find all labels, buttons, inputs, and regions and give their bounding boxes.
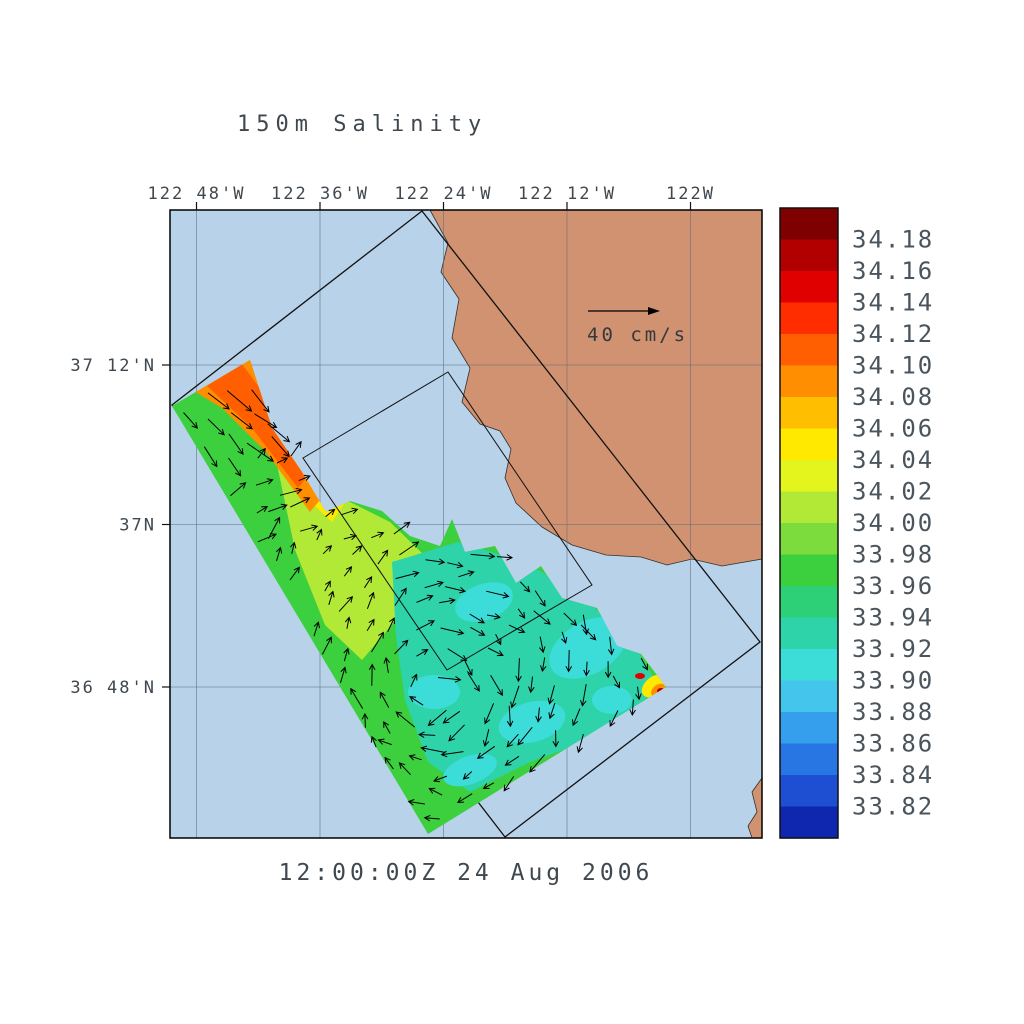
colorbar-tick-label: 34.16	[852, 257, 934, 285]
salinity-field-patches	[192, 360, 666, 792]
y-axis-label: 37 12'N	[70, 356, 156, 376]
colorbar-segment	[780, 239, 838, 272]
outer-model-domain-outline	[171, 210, 761, 838]
nested-model-domain-outline	[302, 371, 593, 671]
colorbar-tick-label: 33.84	[852, 761, 934, 789]
y-axis-label: 37N	[119, 516, 156, 536]
colorbar-segment	[780, 680, 838, 713]
plot-title: 150m Salinity	[237, 112, 487, 137]
colorbar-tick-label: 33.90	[852, 667, 934, 695]
colorbar-segment	[780, 806, 838, 839]
x-axis-label: 122 12'W	[518, 184, 616, 204]
colorbar-segment	[780, 271, 838, 304]
axis-ticks	[162, 202, 692, 688]
colorbar-tick-label: 33.98	[852, 541, 934, 569]
colorbar-segment	[780, 334, 838, 367]
colorbar-frame	[779, 207, 839, 839]
colorbar-segment	[780, 523, 838, 556]
colorbar-segment	[780, 428, 838, 461]
colorbar: 34.18 34.16 34.14 34.12 34.10 34.08 34.06 34.04…	[779, 207, 934, 839]
colorbar-segment	[780, 743, 838, 776]
colorbar-segment	[780, 460, 838, 493]
colorbar-tick-label: 33.82	[852, 793, 934, 821]
scale-arrow-head	[648, 307, 660, 315]
colorbar-segment	[780, 302, 838, 335]
salinity-field	[172, 360, 666, 834]
valid-time-label: 12:00:00Z 24 Aug 2006	[279, 860, 654, 886]
colorbar-tick-label: 34.02	[852, 478, 934, 506]
colorbar-tick-label: 34.06	[852, 415, 934, 443]
x-axis-label: 122 24'W	[395, 184, 493, 204]
colorbar-segment	[780, 554, 838, 587]
x-axis-label: 122 36'W	[271, 184, 369, 204]
colorbar-tick-label: 33.96	[852, 572, 934, 600]
colorbar-tick-label: 34.00	[852, 509, 934, 537]
axis-labels: 122 48'W 122 36'W 122 24'W 122 12'W 122W 37 1…	[70, 184, 715, 698]
colorbar-tick-label: 34.10	[852, 352, 934, 380]
colorbar-segment	[780, 649, 838, 682]
colorbar-tick-label: 33.86	[852, 730, 934, 758]
colorbar-tick-label: 33.92	[852, 635, 934, 663]
colorbar-tick-label: 34.04	[852, 446, 934, 474]
x-axis-label: 122 48'W	[148, 184, 246, 204]
scale-arrow-label: 40 cm/s	[587, 324, 688, 346]
colorbar-segment	[780, 617, 838, 650]
colorbar-tick-label: 34.14	[852, 289, 934, 317]
y-axis-label: 36 48'N	[70, 678, 156, 698]
colorbar-tick-label: 34.12	[852, 320, 934, 348]
colorbar-tick-label: 34.08	[852, 383, 934, 411]
colorbar-segment	[780, 397, 838, 430]
colorbar-segment	[780, 586, 838, 619]
colorbar-tick-label: 34.18	[852, 226, 934, 254]
colorbar-segment	[780, 365, 838, 398]
colorbar-segment	[780, 208, 838, 241]
colorbar-tick-label: 33.94	[852, 604, 934, 632]
velocity-scale: 40 cm/s	[587, 307, 688, 346]
colorbar-tick-label: 33.88	[852, 698, 934, 726]
colorbar-segment	[780, 491, 838, 524]
current-vector-arrows	[183, 389, 649, 822]
land-mass	[429, 209, 763, 567]
colorbar-segment	[780, 712, 838, 745]
x-axis-label: 122W	[666, 184, 715, 204]
colorbar-segment	[780, 775, 838, 808]
